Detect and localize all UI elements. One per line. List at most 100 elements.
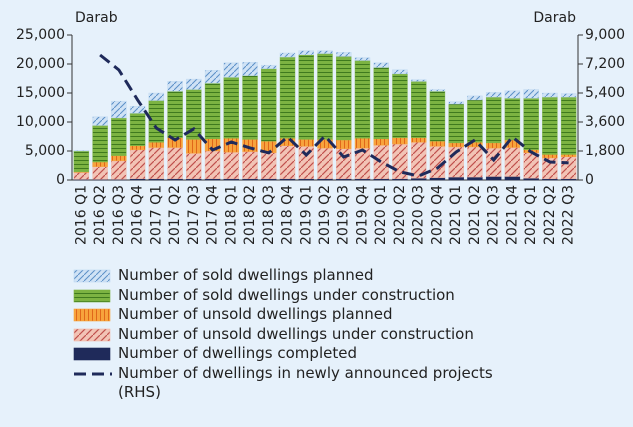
bar-segment — [261, 68, 277, 142]
bar-segment — [542, 154, 558, 159]
bar-segment — [92, 116, 108, 126]
bar-segment — [279, 145, 296, 180]
legend-box — [73, 289, 111, 302]
bar-segment — [523, 178, 539, 181]
bar-segment — [560, 156, 577, 180]
y-tick-label: 10,000 — [16, 114, 65, 130]
legend-swatch — [73, 289, 111, 302]
legend-label: Number of unsold dwellings planned — [118, 305, 393, 323]
bar-segment — [560, 96, 577, 155]
bar-segment — [204, 150, 221, 180]
bar-segment — [111, 100, 127, 119]
y-tick-label: 20,000 — [16, 56, 65, 72]
x-tick-label: 2016 Q4 — [130, 185, 146, 245]
bar-segment — [186, 78, 202, 90]
bar-segment — [317, 147, 333, 180]
bar-segment — [73, 150, 90, 152]
bar-segment — [73, 150, 90, 173]
legend-box — [73, 269, 111, 283]
bar-segment — [354, 60, 371, 139]
bar-segment — [485, 176, 502, 181]
x-tick-label: 2016 Q1 — [73, 185, 89, 245]
left-axis-label: Darab — [75, 10, 118, 26]
bar-segment — [261, 64, 277, 69]
x-tick-label: 2018 Q4 — [280, 185, 296, 245]
bar-segment — [317, 53, 333, 140]
bar-segment — [167, 81, 183, 92]
x-tick-label: 2021 Q3 — [486, 185, 502, 245]
bar-segment — [411, 79, 427, 82]
legend-swatch — [73, 308, 111, 322]
bar-segment — [279, 52, 296, 58]
bar-segment — [204, 82, 221, 140]
legend-box — [73, 308, 111, 322]
bar-segment — [242, 75, 258, 140]
x-tick-label: 2018 Q2 — [242, 185, 258, 245]
bar-segment — [523, 89, 539, 99]
y-tick-label: 0 — [56, 172, 65, 188]
bar-segment — [429, 89, 446, 92]
y-tick-label: 25,000 — [16, 27, 65, 43]
bar-segment — [279, 56, 296, 139]
x-tick-label: 2019 Q4 — [354, 185, 370, 245]
bar-segment — [429, 177, 446, 181]
x-tick-label: 2019 Q3 — [336, 185, 352, 245]
y2-tick-label: 9,000 — [585, 27, 625, 43]
bar-segment — [298, 54, 314, 140]
bar-segment — [336, 56, 352, 141]
bar-segment — [485, 96, 502, 144]
bar-segment — [411, 137, 427, 143]
bar-segment — [504, 98, 521, 141]
bar-segment — [392, 137, 408, 145]
bar-segment — [467, 95, 483, 101]
y2-tick-label: 3,600 — [585, 114, 625, 130]
bar-segment — [92, 125, 108, 163]
bar-segment — [411, 178, 427, 181]
bar-segment — [523, 152, 539, 179]
x-tick-label: 2020 Q4 — [429, 185, 445, 245]
bar-segment — [111, 155, 127, 162]
bar-segment — [411, 81, 427, 138]
y2-tick-label: 7,200 — [585, 56, 625, 72]
bar-segment — [92, 161, 108, 167]
bar-segment — [148, 92, 165, 101]
y2-tick-label: 1,800 — [585, 143, 625, 159]
legend-label: Number of sold dwellings planned — [118, 266, 374, 284]
bar-segment — [92, 166, 108, 180]
bar-segment — [223, 151, 239, 180]
bar-segment — [111, 117, 127, 156]
right-axis-label: Darab — [533, 10, 576, 26]
legend-swatch — [74, 372, 112, 375]
bar-segment — [186, 153, 202, 180]
legend-swatch — [73, 347, 111, 361]
x-tick-label: 2020 Q3 — [411, 185, 427, 245]
bar-segment — [148, 100, 165, 143]
x-tick-label: 2016 Q3 — [111, 185, 127, 245]
x-tick-label: 2018 Q3 — [261, 185, 277, 245]
bar-segment — [186, 139, 202, 154]
x-tick-label: 2022 Q1 — [523, 185, 539, 245]
bar-segment — [504, 147, 521, 177]
x-tick-label: 2021 Q1 — [448, 185, 464, 245]
bar-segment — [129, 145, 146, 151]
bar-segment — [354, 57, 371, 61]
bar-segment — [373, 144, 389, 180]
bar-segment — [448, 176, 464, 181]
legend-label: Number of sold dwellings under construct… — [118, 285, 455, 304]
bar-segment — [223, 62, 239, 78]
bar-segment — [485, 92, 502, 98]
bar-segment — [261, 152, 277, 180]
bar-segment — [73, 172, 90, 180]
bar-segment — [560, 93, 577, 98]
y2-tick-label: 0 — [585, 172, 594, 188]
y2-tick-label: 5,400 — [585, 85, 625, 101]
x-tick-label: 2022 Q2 — [542, 185, 558, 245]
x-tick-label: 2019 Q1 — [298, 185, 314, 245]
x-tick-label: 2016 Q2 — [92, 185, 108, 245]
legend: Number of sold dwellings planned Number o… — [72, 266, 592, 404]
bar-segment — [129, 149, 146, 180]
legend-item: Number of unsold dwellings under constru… — [72, 325, 592, 345]
legend-item: Number of sold dwellings under construct… — [72, 286, 592, 306]
bar-segment — [373, 138, 389, 146]
